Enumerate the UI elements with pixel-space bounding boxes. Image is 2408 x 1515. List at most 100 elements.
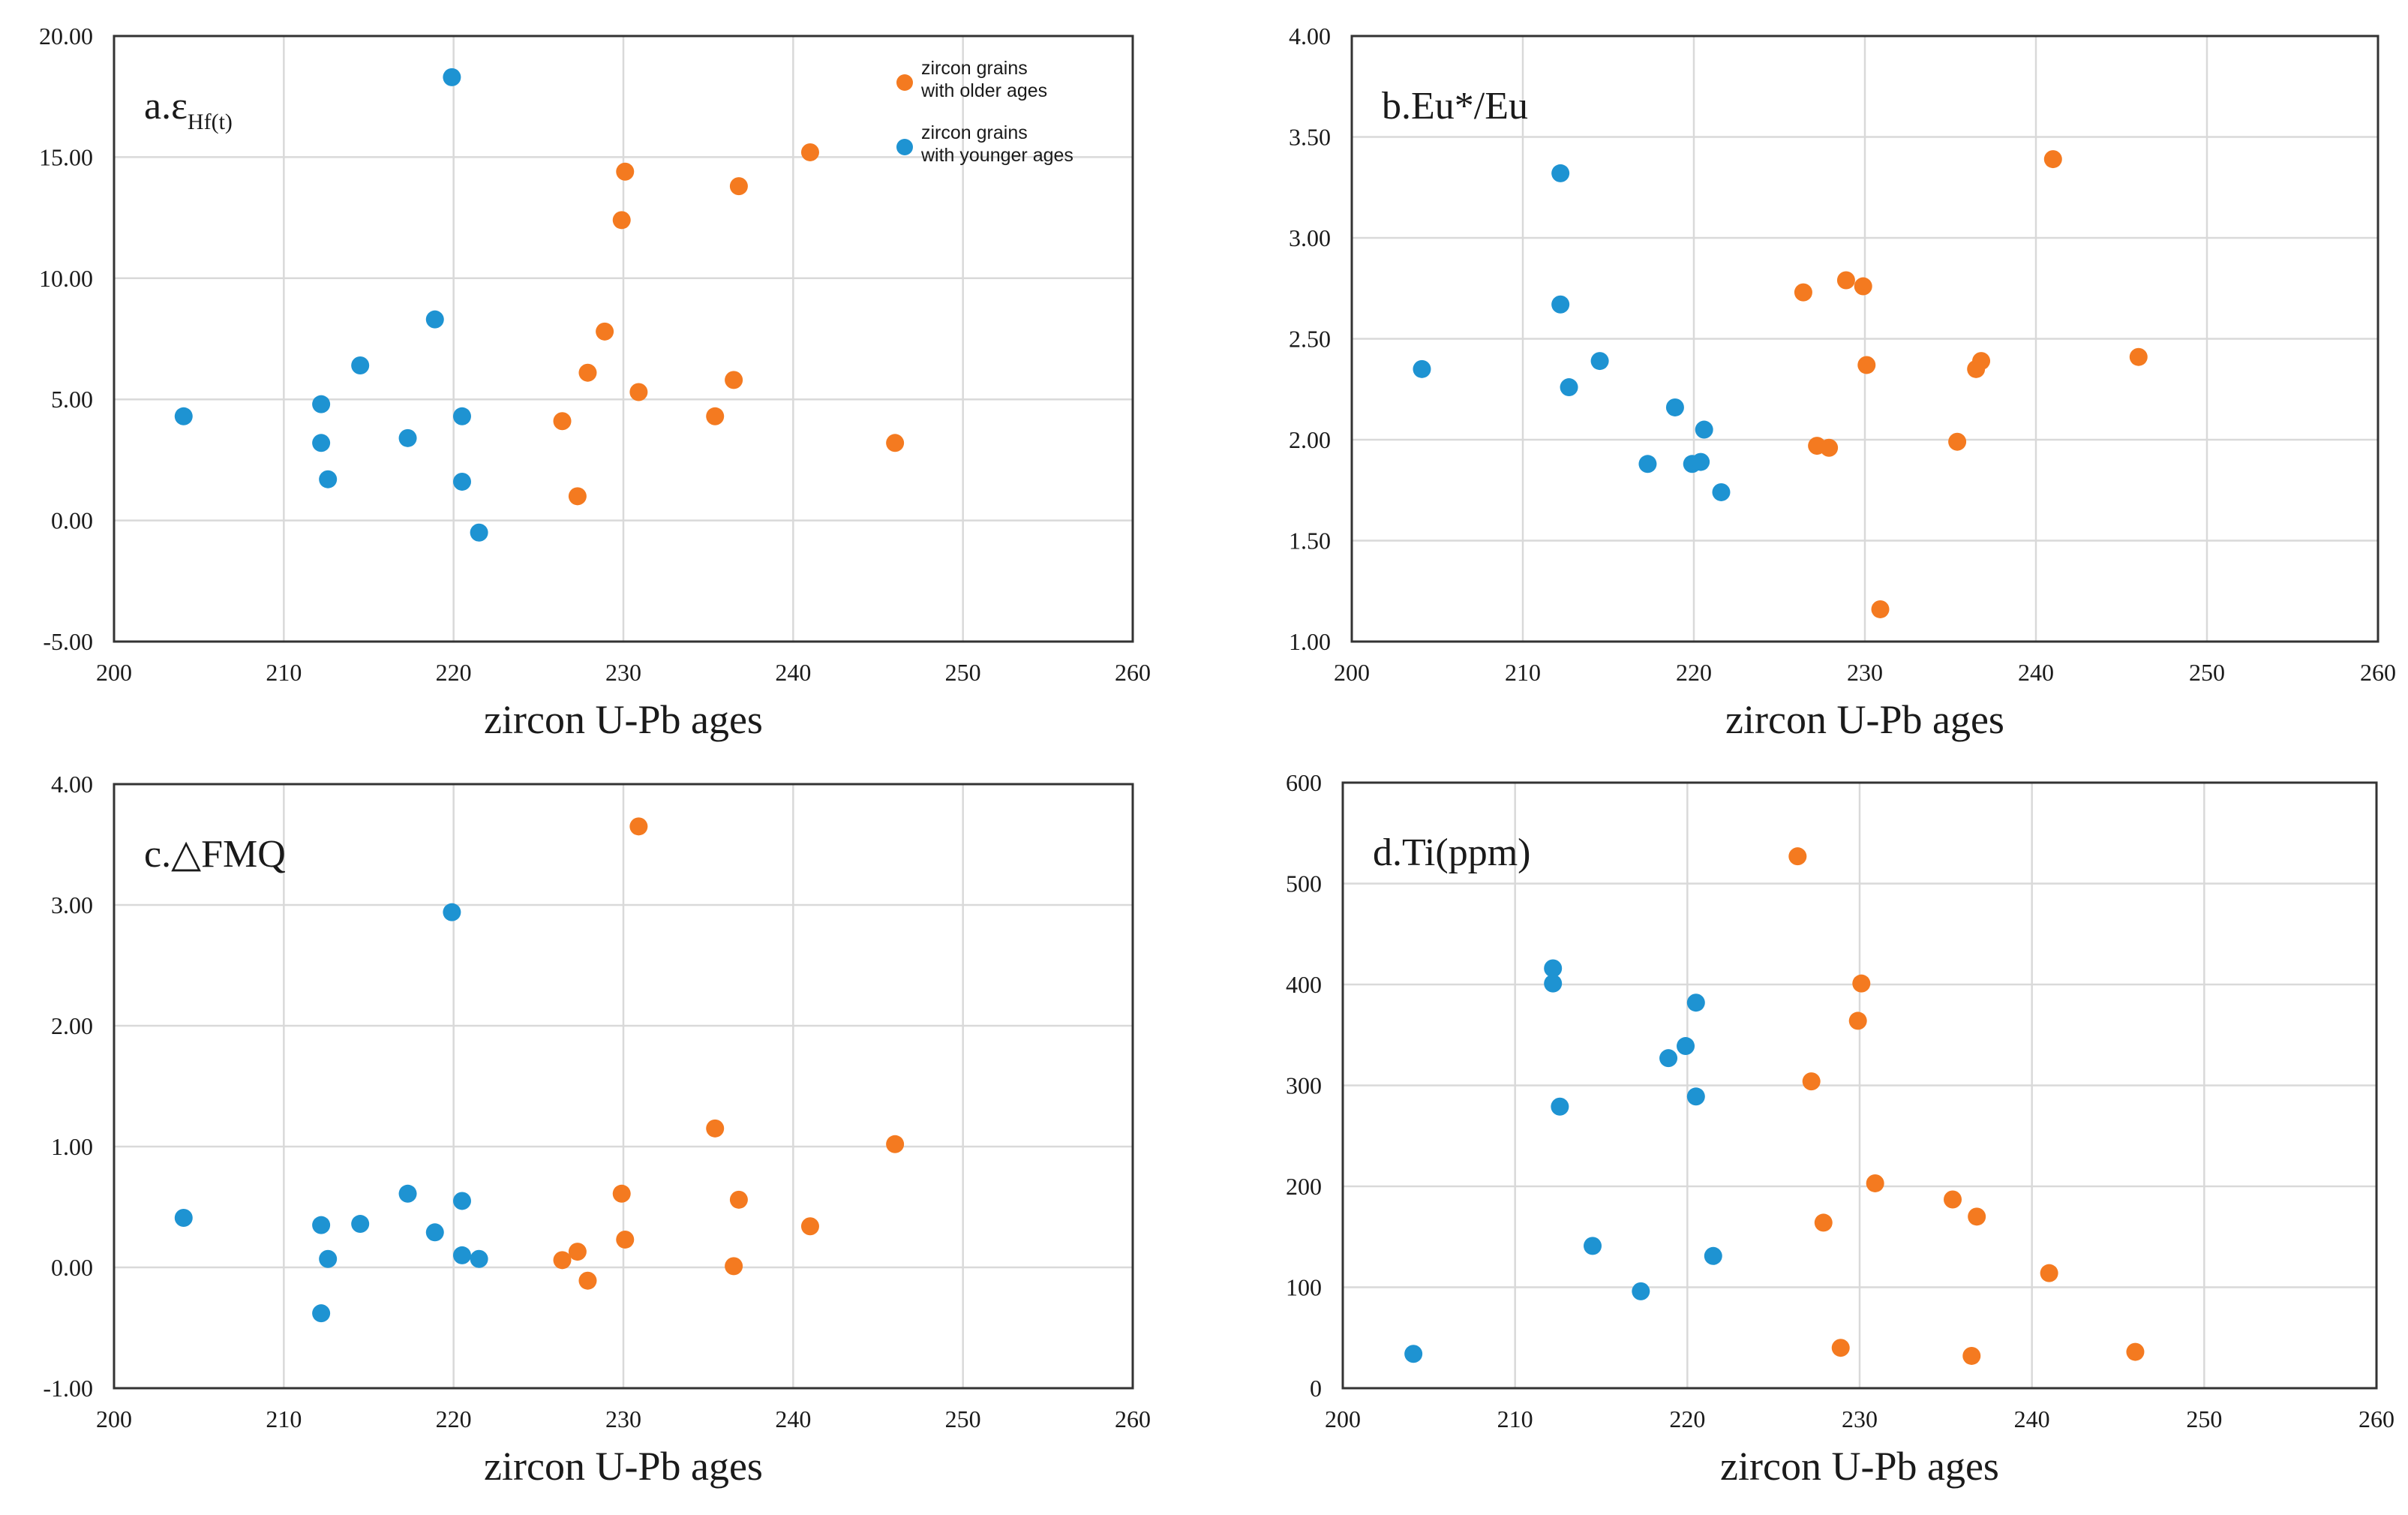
data-point: [351, 356, 370, 375]
chart-panel-b: 1.00 1.50 2.00 2.50 3.00 3.50 4.00 200 210 220 230…: [1289, 23, 2396, 742]
data-point: [2040, 1264, 2058, 1282]
data-point: [319, 470, 338, 488]
data-point: [1695, 420, 1713, 439]
data-point: [1802, 1072, 1821, 1091]
x-tick-label: 240: [2018, 659, 2054, 686]
data-point: [1551, 164, 1570, 182]
data-point: [629, 817, 648, 836]
y-tick-label: 3.00: [1289, 224, 1331, 251]
y-tick-label: 300: [1286, 1072, 1322, 1099]
data-point: [312, 1216, 331, 1234]
data-point: [886, 434, 905, 452]
data-point: [398, 1184, 417, 1203]
x-tick-label: 200: [96, 659, 132, 686]
data-point: [1831, 1339, 1850, 1357]
panel-title-main: d.Ti(ppm): [1373, 831, 1530, 874]
y-tick-label: 15.00: [39, 143, 93, 170]
data-point: [1413, 359, 1431, 378]
legend-label-older: zircon grains: [921, 58, 1028, 79]
data-point: [1677, 1037, 1695, 1056]
x-tick-label: 210: [1497, 1405, 1533, 1432]
data-point: [425, 1223, 444, 1242]
data-point: [1584, 1237, 1602, 1255]
series-older: [553, 143, 905, 506]
y-tick-label: 20.00: [39, 23, 93, 50]
data-point: [616, 1230, 635, 1249]
data-point: [425, 310, 444, 329]
data-point: [1712, 482, 1731, 501]
data-point: [443, 903, 461, 921]
data-point: [886, 1135, 905, 1153]
x-tick-label: 200: [1334, 659, 1370, 686]
data-point: [1544, 959, 1563, 978]
y-tick-label: 200: [1286, 1173, 1322, 1200]
panel-title-main: a.ε: [144, 85, 188, 128]
data-point: [706, 1119, 725, 1138]
data-point: [452, 472, 471, 491]
data-point: [612, 211, 631, 230]
data-point: [1551, 1097, 1569, 1116]
y-tick-label: 4.00: [51, 771, 93, 798]
panel-title-subscript: Hf(t): [188, 110, 233, 134]
data-point: [312, 434, 331, 452]
x-tick-label: 220: [436, 1405, 472, 1432]
panel-title: a.εHf(t): [144, 85, 233, 134]
data-point: [616, 162, 635, 181]
data-point: [470, 1249, 488, 1268]
data-point: [1854, 277, 1872, 296]
data-point: [1866, 1174, 1884, 1192]
data-point: [1788, 847, 1807, 866]
data-point: [1632, 1282, 1650, 1300]
x-tick-label: 250: [945, 659, 981, 686]
data-point: [1544, 974, 1563, 993]
data-point: [1590, 352, 1609, 371]
data-point: [1857, 356, 1876, 374]
data-point: [1665, 398, 1684, 416]
data-point: [398, 428, 417, 447]
y-tick-label: 1.00: [1289, 628, 1331, 655]
series-older: [1788, 847, 2145, 1365]
y-tick-label: 10.00: [39, 265, 93, 292]
y-tick-label: 1.50: [1289, 528, 1331, 555]
x-tick-label: 250: [2189, 659, 2225, 686]
series-younger: [1413, 164, 1731, 501]
legend-label-older: with older ages: [920, 80, 1047, 101]
y-tick-label: 0: [1310, 1375, 1322, 1402]
panel-title-main: b.Eu*/Eu: [1382, 85, 1528, 128]
data-point: [596, 322, 614, 341]
y-tick-label: 4.00: [1289, 23, 1331, 50]
chart-panel-a: -5.00 0.00 5.00 10.00 15.00 20.00 200 210 220 230…: [39, 23, 1151, 742]
data-point: [452, 1192, 471, 1210]
data-point: [1852, 974, 1871, 993]
x-tick-label: 260: [2360, 659, 2396, 686]
series-younger: [1404, 959, 1722, 1363]
data-point: [1692, 452, 1710, 471]
data-point: [729, 1190, 748, 1209]
y-tick-label: 1.00: [51, 1133, 93, 1160]
data-point: [578, 363, 597, 382]
data-point: [1972, 352, 1991, 371]
data-point: [725, 1257, 743, 1276]
x-tick-label: 250: [945, 1405, 981, 1432]
data-point: [1944, 1190, 1962, 1209]
panel-title: b.Eu*/Eu: [1382, 85, 1528, 128]
x-axis-label: zircon U-Pb ages: [1720, 1444, 1999, 1489]
x-axis-label: zircon U-Pb ages: [1725, 697, 2004, 742]
x-tick-label: 240: [775, 1405, 811, 1432]
y-tick-label: 3.00: [51, 891, 93, 918]
x-tick-label: 260: [2358, 1405, 2394, 1432]
x-tick-label: 200: [1325, 1405, 1361, 1432]
data-point: [568, 487, 587, 506]
legend-marker-younger: [896, 139, 913, 155]
x-tick-label: 230: [1847, 659, 1883, 686]
data-point: [1820, 438, 1839, 457]
x-axis-label: zircon U-Pb ages: [484, 697, 763, 742]
data-point: [1836, 271, 1855, 290]
data-point: [174, 1208, 193, 1227]
x-tick-label: 220: [1676, 659, 1712, 686]
y-tick-label: 5.00: [51, 386, 93, 413]
data-point: [553, 412, 572, 431]
x-tick-label: 250: [2186, 1405, 2222, 1432]
panel-title: d.Ti(ppm): [1373, 831, 1530, 874]
